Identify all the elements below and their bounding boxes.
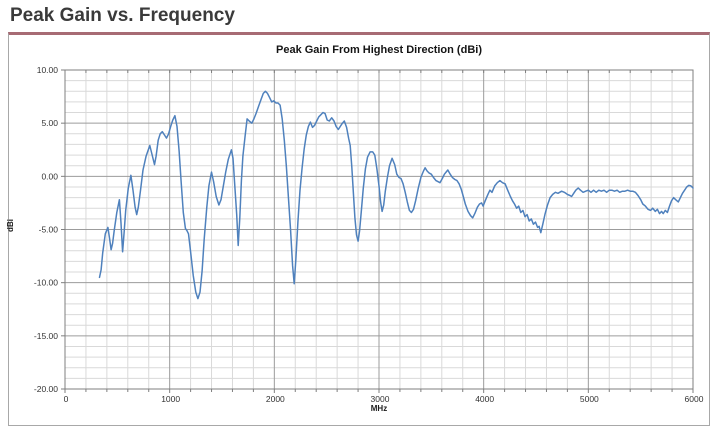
y-tick-label: -15.00 xyxy=(34,331,58,341)
x-tick-label: 3000 xyxy=(371,394,390,404)
y-tick-labels: 10.00 5.00 0.00 -5.00 -10.00 -15.00 -20.00 xyxy=(34,65,58,394)
x-tick-label: 2000 xyxy=(266,394,285,404)
x-tick-labels: 0 1000 2000 3000 4000 5000 6000 xyxy=(64,394,704,404)
y-tick-label: -20.00 xyxy=(34,384,58,394)
page-title: Peak Gain vs. Frequency xyxy=(10,5,235,26)
x-tick-label: 4000 xyxy=(475,394,494,404)
y-tick-label: 0.00 xyxy=(41,171,58,181)
chart-title: Peak Gain From Highest Direction (dBi) xyxy=(276,44,482,56)
x-tick-label: 5000 xyxy=(580,394,599,404)
x-tick-label: 1000 xyxy=(161,394,180,404)
axis-ticks xyxy=(61,69,694,393)
x-axis-title: MHz xyxy=(370,404,388,413)
y-tick-label: -5.00 xyxy=(39,225,59,235)
y-tick-label: -10.00 xyxy=(34,278,58,288)
gain-series-line xyxy=(98,90,694,300)
major-gridlines xyxy=(64,69,694,390)
x-tick-label: 0 xyxy=(64,394,69,404)
y-tick-label: 10.00 xyxy=(37,65,59,75)
y-tick-label: 5.00 xyxy=(41,118,58,128)
y-axis-title: dBi xyxy=(5,219,15,232)
x-tick-label: 6000 xyxy=(685,394,704,404)
